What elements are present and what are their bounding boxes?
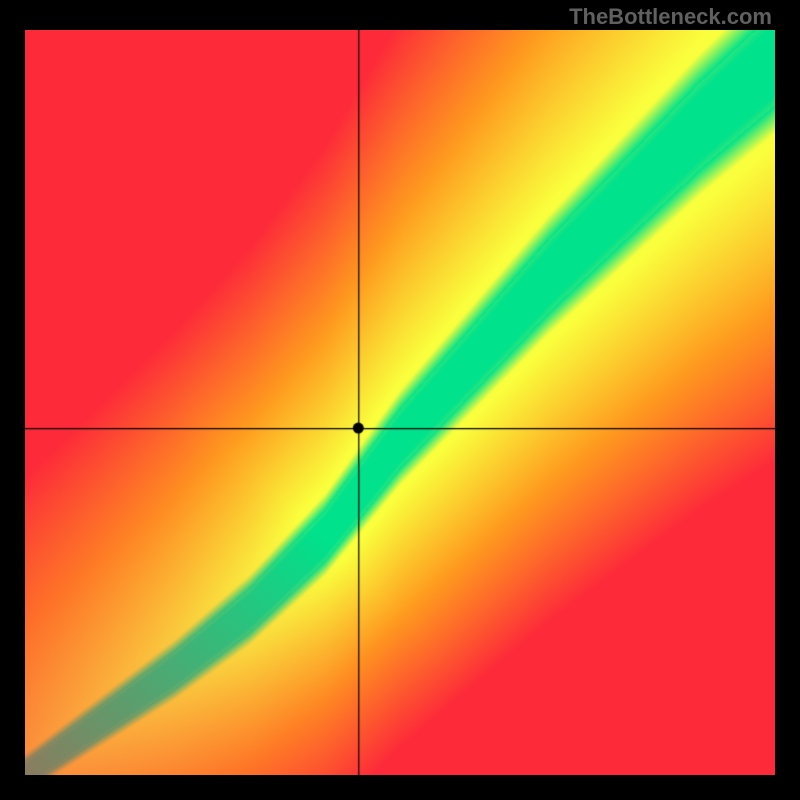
watermark-text: TheBottleneck.com xyxy=(569,4,772,30)
crosshair-overlay xyxy=(25,30,775,775)
chart-container: TheBottleneck.com xyxy=(0,0,800,800)
